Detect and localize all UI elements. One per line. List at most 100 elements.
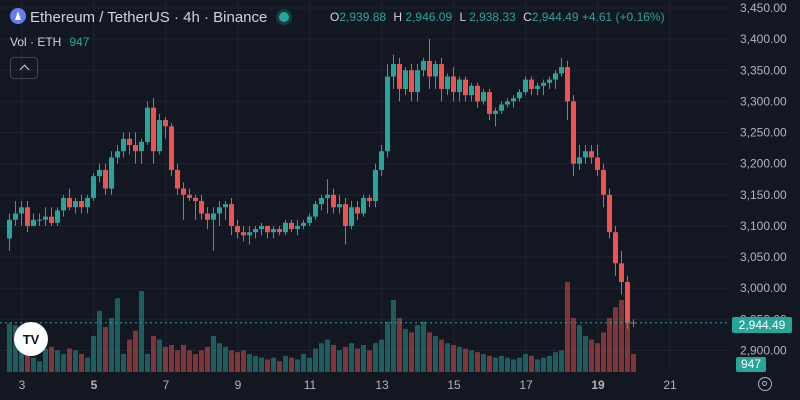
last-volume-tag: 947	[736, 357, 766, 372]
volume-bar	[445, 343, 450, 372]
candle-body	[433, 64, 438, 77]
volume-bar	[265, 359, 270, 372]
volume-bar	[79, 354, 84, 372]
candle-body	[505, 101, 510, 105]
volume-bar	[631, 354, 636, 372]
candle-body	[13, 213, 18, 220]
x-tick-label: 15	[447, 378, 461, 392]
candle-body	[397, 64, 402, 89]
volume-bar	[109, 318, 114, 372]
volume-bar	[199, 350, 204, 372]
volume-bar	[127, 339, 132, 372]
volume-bar	[13, 325, 18, 372]
volume-bar	[205, 346, 210, 372]
volume-bar	[379, 339, 384, 372]
volume-bar	[31, 357, 36, 372]
volume-bar	[103, 327, 108, 372]
volume-bar	[301, 354, 306, 372]
candle-body	[61, 197, 66, 211]
volume-bar	[499, 355, 504, 372]
candle-body	[391, 64, 396, 77]
volume-bar	[421, 321, 426, 372]
candle-body	[277, 229, 282, 233]
candle-body	[517, 92, 522, 99]
volume-bar	[121, 354, 126, 372]
candle-body	[43, 216, 48, 220]
volume-bar	[595, 343, 600, 372]
chevron-up-icon	[19, 64, 29, 75]
volume-bar	[91, 336, 96, 372]
open-label: O	[330, 10, 340, 24]
candle-body	[529, 79, 534, 89]
candle-body	[355, 207, 360, 214]
y-tick-label: 3,100.00	[740, 219, 787, 233]
candle-body	[97, 169, 102, 177]
volume-bar	[43, 348, 48, 372]
candle-body	[631, 322, 636, 324]
y-tick-label: 3,200.00	[740, 157, 787, 171]
candle-body	[37, 219, 42, 221]
volume-bar	[463, 348, 468, 372]
candle-body	[145, 107, 150, 142]
volume-bar	[547, 355, 552, 372]
candle-body	[403, 70, 408, 89]
x-tick-label: 5	[91, 378, 98, 392]
candle-body	[211, 213, 216, 220]
settings-gear-icon[interactable]	[758, 377, 772, 391]
candle-body	[541, 82, 546, 86]
volume-bar	[523, 354, 528, 372]
x-tick-label: 3	[19, 378, 26, 392]
volume-value: 947	[69, 35, 90, 49]
volume-bar	[493, 357, 498, 372]
volume-bar	[571, 318, 576, 372]
candle-body	[313, 204, 318, 217]
volume-bar	[211, 336, 216, 372]
candle-body	[439, 64, 444, 89]
volume-bar	[271, 357, 276, 372]
candle-body	[493, 110, 498, 114]
symbol-header[interactable]: Ethereum / TetherUS · 4h · Binance	[10, 8, 297, 26]
y-tick-label: 3,300.00	[740, 94, 787, 108]
candle-body	[307, 216, 312, 223]
tradingview-logo[interactable]: TV	[14, 322, 48, 356]
high-value: 2,946.09	[405, 10, 453, 24]
candle-body	[583, 151, 588, 158]
last-price-tag: 2,944.49	[732, 317, 792, 333]
close-value: 2,944.49	[531, 10, 579, 24]
candle-body	[547, 79, 552, 83]
price-axis-bg	[730, 0, 800, 400]
candle-body	[523, 79, 528, 93]
volume-bar	[229, 350, 234, 372]
ethereum-icon	[10, 8, 26, 24]
candle-body	[205, 213, 210, 220]
volume-bar	[619, 300, 624, 372]
volume-bar	[319, 343, 324, 372]
candle-body	[157, 120, 162, 152]
candle-body	[625, 282, 630, 323]
candle-body	[331, 194, 336, 208]
price-axis[interactable]: 3,450.00 3,400.00 3,350.00 3,300.00 3,250.00…	[730, 0, 800, 400]
ohlc-readout: O2,939.88 H 2,946.09 L 2,938.33 C2,944.4…	[326, 10, 665, 24]
volume-bar	[415, 325, 420, 372]
volume-bar	[541, 357, 546, 372]
volume-bar	[97, 310, 102, 372]
volume-bar	[475, 352, 480, 372]
y-tick-label: 3,050.00	[740, 250, 787, 264]
time-axis[interactable]: 3 5 7 9 11 13 15 17 19 21	[0, 372, 730, 400]
candle-body	[511, 98, 516, 102]
candle-body	[325, 194, 330, 198]
y-tick-label: 3,400.00	[740, 32, 787, 46]
volume-legend[interactable]: Vol · ETH 947	[10, 35, 89, 49]
candle-body	[85, 197, 90, 208]
volume-bar	[55, 350, 60, 372]
candle-body	[481, 92, 486, 102]
volume-bar	[25, 354, 30, 372]
volume-bar	[505, 357, 510, 372]
candle-body	[343, 204, 348, 226]
y-tick-label: 3,450.00	[740, 1, 787, 15]
candle-body	[337, 204, 342, 208]
collapse-legend-button[interactable]	[10, 57, 38, 79]
volume-bar	[457, 346, 462, 372]
volume-bar	[169, 345, 174, 372]
